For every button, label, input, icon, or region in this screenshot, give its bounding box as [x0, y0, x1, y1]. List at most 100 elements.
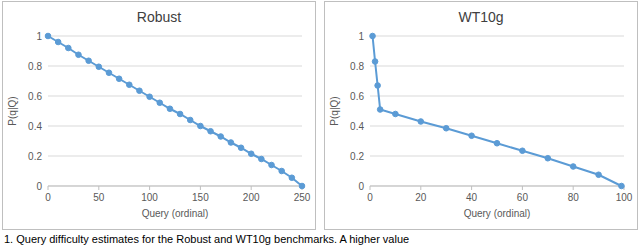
grid-line: [370, 66, 624, 67]
x-tick: [522, 186, 523, 190]
y-tick-label: 0.6: [28, 91, 42, 102]
data-point: [289, 175, 295, 181]
data-point: [66, 45, 72, 51]
x-tick: [471, 186, 472, 190]
y-tick-label: 1: [358, 31, 364, 42]
x-tick: [200, 186, 201, 190]
data-point: [269, 162, 275, 168]
panel-frame: [3, 2, 316, 230]
data-point: [198, 123, 204, 129]
x-tick-label: 100: [616, 192, 633, 203]
data-point: [157, 100, 163, 106]
y-tick-label: 0.6: [350, 91, 364, 102]
x-tick: [420, 186, 421, 190]
data-point: [177, 111, 183, 117]
grid-line: [48, 36, 302, 37]
x-tick-label: 80: [568, 192, 580, 203]
x-tick: [573, 186, 574, 190]
data-point: [55, 39, 61, 45]
x-axis-label: Query (ordinal): [142, 208, 209, 219]
y-axis-label: P(q|Q): [329, 96, 340, 125]
x-tick: [98, 186, 99, 190]
chart-panel: Robust 0 0.2 0.4 0.6 0.8 1 0 50 100 150 200 250 Query…: [3, 2, 316, 230]
grid-line: [48, 156, 302, 157]
y-tick-label: 0.4: [350, 121, 364, 132]
x-tick-label: 20: [415, 192, 427, 203]
data-point: [96, 64, 102, 70]
data-point: [248, 151, 254, 157]
panel-frame: [325, 2, 638, 230]
grid-line: [370, 186, 624, 187]
data-point: [520, 148, 526, 154]
x-axis: [370, 186, 624, 187]
data-line: [48, 36, 302, 186]
grid-line: [48, 66, 302, 67]
grid-line: [48, 126, 302, 127]
x-tick-label: 60: [517, 192, 529, 203]
x-tick-label: 0: [367, 192, 373, 203]
data-point: [443, 125, 449, 131]
data-point: [370, 33, 376, 39]
data-point: [469, 133, 475, 139]
figure: Robust00.20.40.60.81050100150200250Query…: [0, 0, 640, 247]
data-point: [596, 172, 602, 178]
grid-line: [48, 96, 302, 97]
data-point: [279, 168, 285, 174]
data-point: [372, 59, 378, 65]
plot-area: [370, 33, 625, 189]
data-point: [208, 128, 214, 134]
data-point: [86, 58, 92, 64]
x-tick: [48, 186, 49, 190]
data-point: [137, 88, 143, 94]
x-tick-label: 200: [243, 192, 260, 203]
chart-title: Robust: [137, 9, 181, 25]
y-tick-label: 0.2: [28, 151, 42, 162]
data-point: [494, 140, 500, 146]
data-point: [619, 183, 625, 189]
chart-panel: WT10g00.20.40.60.81020406080100Query (or…: [325, 2, 638, 230]
plot-area: [45, 33, 305, 189]
y-axis-label: P(q|Q): [7, 96, 18, 125]
data-point: [106, 70, 112, 76]
data-point: [238, 145, 244, 151]
grid-line: [370, 126, 624, 127]
x-tick-label: 50: [93, 192, 105, 203]
y-tick-label: 0.4: [28, 121, 42, 132]
y-tick-label: 0.8: [28, 61, 42, 72]
chart-title: WT10g: [458, 9, 503, 25]
data-point: [126, 82, 132, 88]
data-point: [45, 33, 51, 39]
data-point: [418, 119, 424, 125]
data-point: [259, 156, 265, 162]
data-point: [167, 106, 173, 112]
x-tick-label: 40: [466, 192, 478, 203]
data-point: [393, 111, 399, 117]
data-point: [76, 52, 82, 58]
x-tick-label: 150: [192, 192, 209, 203]
data-point: [375, 83, 381, 89]
y-tick-label: 0: [358, 181, 364, 192]
data-point: [299, 183, 305, 189]
data-point: [147, 94, 153, 100]
x-tick-label: 250: [294, 192, 311, 203]
x-axis-label: Query (ordinal): [464, 208, 531, 219]
y-tick-label: 1: [36, 31, 42, 42]
data-point: [218, 134, 224, 140]
data-point: [228, 140, 234, 146]
x-tick: [149, 186, 150, 190]
caption: 1. Query difficulty estimates for the Ro…: [4, 233, 409, 245]
grid-line: [370, 36, 624, 37]
data-point: [116, 76, 122, 82]
data-point: [377, 107, 383, 113]
grid-line: [48, 186, 302, 187]
grid-line: [370, 156, 624, 157]
x-tick-label: 0: [45, 192, 51, 203]
x-tick: [370, 186, 371, 190]
y-tick-label: 0: [36, 181, 42, 192]
x-axis: [48, 186, 302, 187]
y-tick-label: 0.8: [350, 61, 364, 72]
data-point: [545, 155, 551, 161]
x-tick: [251, 186, 252, 190]
x-tick-label: 100: [141, 192, 158, 203]
data-line: [373, 36, 622, 186]
